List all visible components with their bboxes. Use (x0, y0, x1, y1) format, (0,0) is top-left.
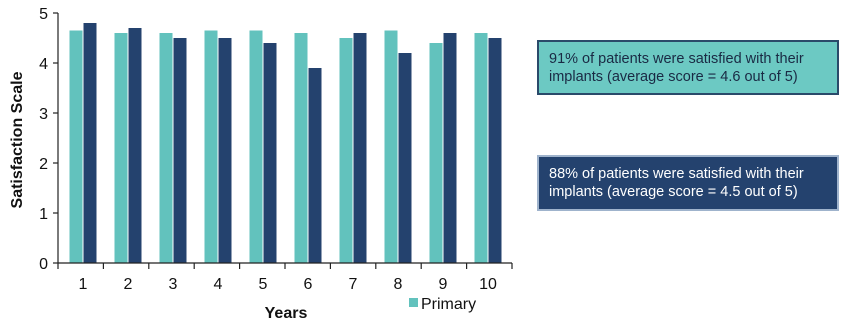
bar-series1-year-1 (69, 30, 83, 263)
chart-marks (69, 23, 502, 263)
y-tick-label-5: 5 (39, 6, 48, 23)
bar-series2-year-2 (128, 28, 142, 263)
y-axis-ticks: 0 1 2 3 4 5 (39, 6, 58, 273)
y-tick-label-3: 3 (39, 106, 48, 123)
bar-series1-year-8 (384, 30, 398, 263)
x-tick-label-7: 7 (349, 276, 358, 293)
legend-label-primary: Primary (421, 296, 476, 313)
x-tick-label-2: 2 (124, 276, 133, 293)
x-tick-label-1: 1 (79, 276, 88, 293)
bar-series1-year-9 (429, 43, 443, 263)
x-tick-label-4: 4 (214, 276, 223, 293)
x-tick-label-5: 5 (259, 276, 268, 293)
bar-series2-year-1 (83, 23, 97, 263)
bar-series2-year-5 (263, 43, 277, 263)
bar-series2-year-4 (218, 38, 232, 263)
y-tick-label-2: 2 (39, 156, 48, 173)
bar-series1-year-3 (159, 33, 173, 263)
bar-series2-year-7 (353, 33, 367, 263)
bar-series1-year-4 (204, 30, 218, 263)
x-axis-title: Years (265, 305, 308, 322)
bar-series2-year-10 (488, 38, 502, 263)
bar-series1-year-2 (114, 33, 128, 263)
y-tick-label-1: 1 (39, 206, 48, 223)
x-tick-label-3: 3 (169, 276, 178, 293)
bar-series2-year-6 (308, 68, 322, 263)
bar-series1-year-6 (294, 33, 308, 263)
bar-series1-year-10 (474, 33, 488, 263)
bar-series1-year-7 (339, 38, 353, 263)
x-axis-ticks: 1 2 3 4 5 6 7 8 9 10 (57, 263, 513, 293)
y-tick-label-0: 0 (39, 256, 48, 273)
bar-series1-year-5 (249, 30, 263, 263)
y-tick-label-4: 4 (39, 56, 48, 73)
callout-secondary-satisfaction: 88% of patients were satisfied with thei… (537, 155, 839, 211)
x-tick-label-9: 9 (439, 276, 448, 293)
callout-primary-satisfaction: 91% of patients were satisfied with thei… (537, 40, 839, 95)
bar-series2-year-3 (173, 38, 187, 263)
x-tick-label-10: 10 (479, 276, 497, 293)
legend: Primary (409, 296, 476, 313)
x-tick-label-6: 6 (304, 276, 313, 293)
y-axis-title: Satisfaction Scale (9, 71, 26, 208)
bar-series2-year-8 (398, 53, 412, 263)
legend-swatch-primary (409, 298, 418, 307)
bar-series2-year-9 (443, 33, 457, 263)
x-tick-label-8: 8 (394, 276, 403, 293)
